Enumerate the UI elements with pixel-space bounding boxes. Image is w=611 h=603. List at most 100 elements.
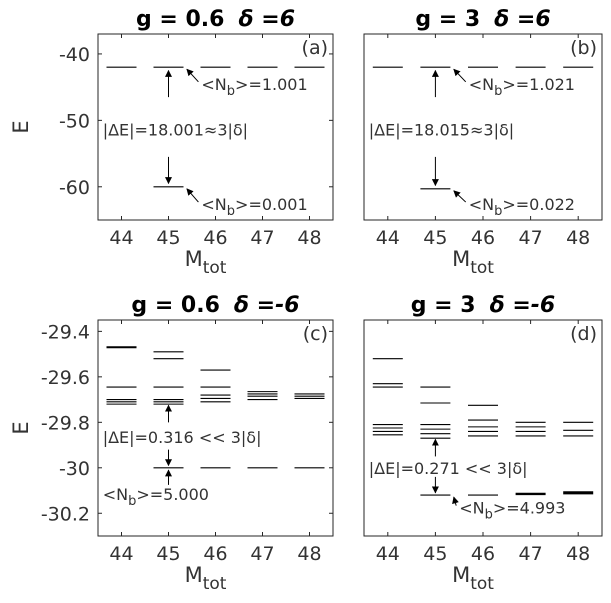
x-tick-label: 47 <box>519 543 543 565</box>
x-tick-label: 46 <box>203 227 227 249</box>
panel-a: g = 0.6 δ =6 (a) 44 45 46 47 48 -40 -50 -60 Mtot E <N… <box>9 7 334 278</box>
x-tick-label: 44 <box>109 227 133 249</box>
annotation-arrow <box>186 188 199 203</box>
panel-label: (c) <box>303 323 328 345</box>
annotation-text: |ΔE|=0.316 << 3|δ| <box>103 428 262 447</box>
annotation: <Nb>=0.022 <box>469 195 575 219</box>
chart-title-g: g = 3 <box>411 293 476 318</box>
panel-d: g = 3 δ =-6 (d) 44 45 46 47 48 Mtot |ΔE|=0.271 <<… <box>363 293 603 594</box>
x-axis-label: Mtot <box>452 247 494 278</box>
x-axis-label-sub: tot <box>470 574 494 594</box>
y-tick-label: -29.6 <box>41 367 90 389</box>
annotation-text: <N <box>459 499 484 518</box>
y-tick-label: -50 <box>59 110 90 132</box>
annotation: |ΔE|=18.001≈3|δ| <box>103 121 248 140</box>
x-axis-label: Mtot <box>185 563 227 594</box>
annotation-tail: >=1.021 <box>502 75 575 94</box>
annotation-arrow <box>186 68 199 83</box>
chart-title: g = 0.6 δ =-6 <box>131 293 299 318</box>
x-tick-label: 45 <box>423 227 447 249</box>
panel-label: (d) <box>570 323 597 345</box>
chart-title-g: g = 0.6 <box>136 7 224 32</box>
x-axis-label-main: M <box>185 247 203 271</box>
annotation-text: <N <box>469 75 494 94</box>
y-axis-label: E <box>9 120 33 133</box>
annotation-sub: b <box>227 84 235 99</box>
x-axis-label: Mtot <box>452 563 494 594</box>
x-tick-label: 44 <box>376 543 400 565</box>
annotation: <Nb>=4.993 <box>459 499 565 523</box>
annotation-text: <N <box>469 195 494 214</box>
annotation-text: <N <box>103 485 128 504</box>
panel-label: (a) <box>302 37 328 59</box>
annotation: <Nb>=1.001 <box>201 75 307 99</box>
x-axis-label: Mtot <box>185 247 227 278</box>
annotation-arrow <box>453 190 467 203</box>
y-tick-label: -29.4 <box>41 321 90 343</box>
annotation-text: |ΔE|=18.015≈3|δ| <box>369 121 514 140</box>
x-axis-label-main: M <box>185 563 203 587</box>
annotation-text: |ΔE|=18.001≈3|δ| <box>103 121 248 140</box>
panel-c: g = 0.6 δ =-6(c) 44 45 46 47 48 -29.4 -29.6 -29.8… <box>9 293 334 594</box>
chart-title: g = 3 δ =6 <box>415 7 550 32</box>
x-tick-label: 47 <box>519 227 543 249</box>
annotation-text: <N <box>201 195 226 214</box>
annotation: <Nb>=5.000 <box>103 485 209 509</box>
annotation-arrow <box>452 496 459 506</box>
x-axis-label-main: M <box>452 247 470 271</box>
panel-label: (b) <box>570 37 597 59</box>
y-tick-label: -40 <box>59 44 90 66</box>
chart-title-delta: δ =6 <box>238 7 295 32</box>
x-tick-label: 45 <box>156 543 180 565</box>
x-tick-label: 48 <box>566 227 590 249</box>
annotation-sub: b <box>494 84 502 99</box>
y-tick-label: -30 <box>59 458 90 480</box>
chart-title: g = 3 δ =-6 <box>411 293 555 318</box>
annotation-text: |ΔE|=0.271 << 3|δ| <box>369 459 528 478</box>
annotation: |ΔE|=0.271 << 3|δ| <box>369 459 528 478</box>
annotation: <Nb>=0.001 <box>201 195 307 219</box>
x-axis-label-sub: tot <box>203 574 227 594</box>
chart-title-g: g = 0.6 <box>131 293 219 318</box>
x-axis-label-main: M <box>452 563 470 587</box>
y-tick-label: -29.8 <box>41 412 90 434</box>
x-tick-label: 46 <box>471 543 495 565</box>
chart-title-delta: δ =-6 <box>234 293 300 318</box>
annotation-sub: b <box>494 204 502 219</box>
y-axis-label: E <box>9 421 33 434</box>
x-tick-label: 48 <box>297 227 321 249</box>
annotation-text: <N <box>201 75 226 94</box>
annotation-arrow <box>453 68 467 83</box>
annotation-tail: >=5.000 <box>136 485 209 504</box>
x-tick-label: 46 <box>203 543 227 565</box>
x-tick-label: 46 <box>471 227 495 249</box>
y-tick-label: -30.2 <box>41 503 90 525</box>
annotation-tail: >=0.001 <box>235 195 308 214</box>
chart-title-g: g = 3 <box>415 7 480 32</box>
annotation: |ΔE|=0.316 << 3|δ| <box>103 428 262 447</box>
x-tick-label: 48 <box>566 543 590 565</box>
annotation-tail: >=0.022 <box>502 195 575 214</box>
x-tick-label: 48 <box>297 543 321 565</box>
x-axis-label-sub: tot <box>203 258 227 278</box>
annotation-tail: >=1.001 <box>235 75 308 94</box>
x-tick-label: 47 <box>250 543 274 565</box>
annotation-sub: b <box>485 508 493 523</box>
chart-title: g = 0.6 δ =6 <box>136 7 295 32</box>
x-tick-label: 45 <box>423 543 447 565</box>
annotation-sub: b <box>128 494 136 509</box>
annotation-sub: b <box>227 204 235 219</box>
annotation: <Nb>=1.021 <box>469 75 575 99</box>
chart-title-delta: δ =-6 <box>490 293 556 318</box>
annotation-tail: >=4.993 <box>493 499 566 518</box>
x-tick-label: 44 <box>376 227 400 249</box>
x-tick-label: 45 <box>156 227 180 249</box>
y-tick-label: -60 <box>59 177 90 199</box>
x-tick-label: 47 <box>250 227 274 249</box>
x-tick-label: 44 <box>109 543 133 565</box>
annotation: |ΔE|=18.015≈3|δ| <box>369 121 514 140</box>
x-axis-label-sub: tot <box>470 258 494 278</box>
chart-title-delta: δ =6 <box>494 7 551 32</box>
